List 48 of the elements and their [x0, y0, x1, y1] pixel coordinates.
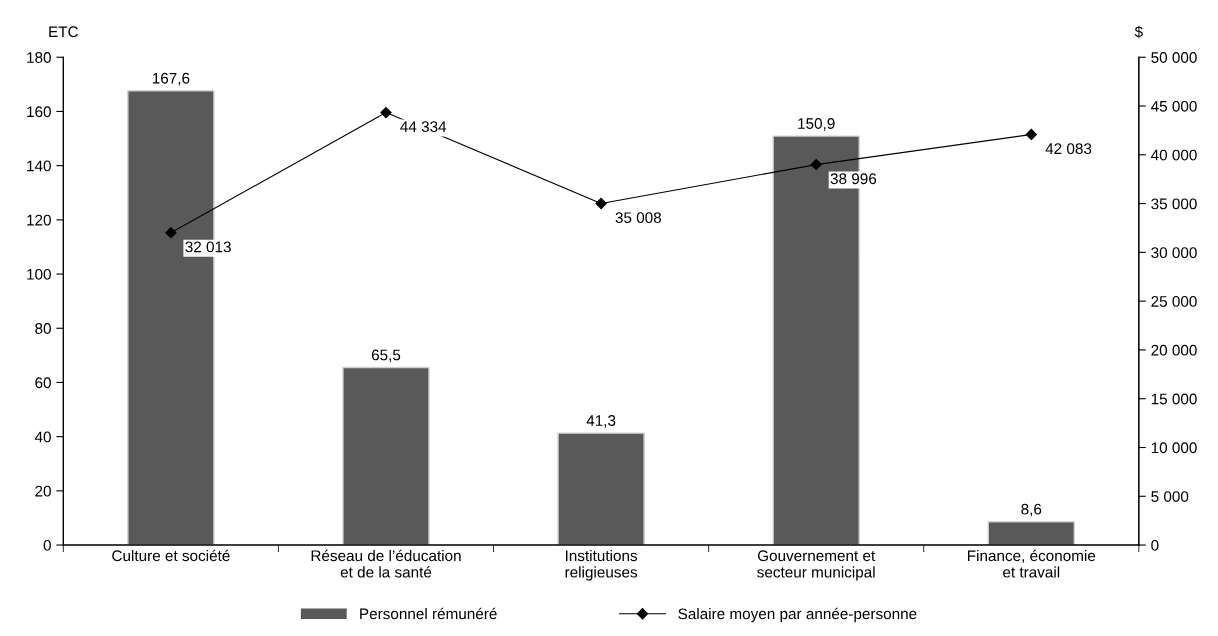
data-label: 42 083	[1045, 143, 1092, 155]
y2-tick-label: 30 000	[1151, 247, 1197, 259]
y2-tick-label: 5 000	[1151, 491, 1189, 502]
y-tick-label: 140	[27, 160, 51, 172]
legend-label: Personnel rémunéré	[360, 607, 497, 620]
point	[595, 197, 607, 210]
data-label: 35 008	[615, 212, 662, 224]
y2-tick-label: 10 000	[1151, 442, 1197, 454]
y2-tick-label: 0	[1151, 539, 1159, 551]
bar	[987, 521, 1075, 546]
data-label: 150,9	[798, 118, 835, 131]
y2-tick-label: 15 000	[1151, 393, 1197, 405]
y2-tick-label: 45 000	[1150, 100, 1197, 112]
y-tick-label: 100	[27, 268, 51, 280]
y2-tick-label: 50 000	[1151, 52, 1197, 63]
y-tick-label: 40	[34, 431, 51, 443]
data-label: 38 996	[830, 173, 877, 185]
y2-tick-label: 25 000	[1151, 296, 1197, 307]
y-tick-label: 120	[27, 214, 51, 226]
x-tick-label: Institutions religieuses	[565, 549, 638, 581]
y-tick-label: 160	[27, 106, 51, 118]
y-axis-title: ETC	[49, 26, 79, 38]
y-tick-label: 0	[43, 539, 51, 551]
y2-axis-title: $	[1134, 25, 1143, 39]
x-tick-label: Finance, économie et travail	[968, 549, 1096, 578]
y-tick-label: 20	[35, 485, 51, 497]
data-label: 8,6	[1021, 503, 1042, 517]
data-label: 32 013	[185, 241, 231, 253]
y2-tick-label: 35 000	[1151, 198, 1197, 210]
point	[165, 227, 177, 239]
bar	[342, 366, 430, 546]
x-tick-label: Culture et société	[112, 549, 230, 562]
bar	[557, 432, 645, 546]
y-tick-label: 180	[27, 52, 51, 63]
data-label: 41,3	[586, 415, 616, 428]
y2-tick-label: 40 000	[1150, 149, 1197, 161]
y-tick-label: 60	[35, 377, 51, 389]
legend-label: Salaire moyen par année-personne	[678, 607, 917, 623]
y2-tick-label: 20 000	[1151, 344, 1197, 356]
y-tick-label: 80	[35, 323, 51, 334]
x-tick-label: Gouvernement et secteur municipal	[757, 550, 876, 581]
data-label: 44 334	[400, 121, 447, 133]
data-label: 167,6	[152, 72, 190, 86]
point	[810, 158, 822, 171]
point	[380, 106, 392, 119]
point	[1025, 128, 1037, 141]
data-label: 65,5	[371, 349, 401, 363]
x-tick-label: Réseau de l’éducation et de la santé	[311, 549, 461, 578]
